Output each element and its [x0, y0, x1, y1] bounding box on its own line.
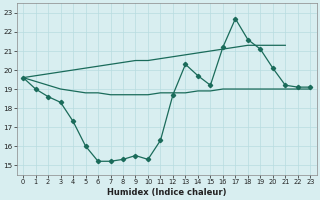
X-axis label: Humidex (Indice chaleur): Humidex (Indice chaleur)	[107, 188, 227, 197]
